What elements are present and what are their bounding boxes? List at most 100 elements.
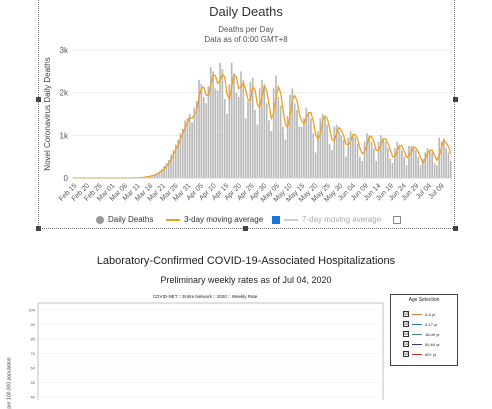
legend-item-daily-deaths[interactable]: Daily Deaths — [96, 215, 153, 224]
bar — [259, 88, 261, 178]
bar — [212, 71, 214, 178]
y-axis-label: Novel Coronavirus Daily Deaths — [43, 57, 52, 170]
bar — [436, 165, 438, 178]
bar — [378, 142, 380, 178]
bar — [392, 163, 394, 178]
bar — [431, 152, 433, 178]
bar — [191, 123, 193, 178]
bar — [238, 97, 240, 178]
bar — [308, 112, 310, 178]
series-line-icon — [412, 354, 422, 355]
bar — [266, 103, 268, 178]
age-option-18-49[interactable]: ☑ 18-49 yr — [403, 331, 440, 337]
checkbox-icon[interactable]: ☑ — [403, 341, 409, 347]
bar — [408, 146, 410, 178]
bar — [324, 116, 326, 178]
bar — [231, 63, 233, 178]
bar — [247, 101, 249, 178]
bar — [396, 142, 398, 178]
bar — [271, 131, 273, 178]
bar — [333, 127, 335, 178]
age-option-5-17[interactable]: ☑ 5-17 yr — [403, 321, 437, 327]
age-option-65plus[interactable]: ☑ 65+ yr — [403, 351, 436, 357]
hosp-y-tick-label: 40 — [31, 395, 36, 400]
legend-label-3day: 3-day moving average — [184, 215, 263, 224]
checkbox-icon[interactable]: ☑ — [403, 351, 409, 357]
bar — [448, 152, 450, 178]
legend-dot-icon — [96, 216, 104, 224]
bar — [385, 142, 387, 178]
bar — [301, 127, 303, 178]
bar — [361, 161, 363, 178]
bar — [394, 148, 396, 178]
y-tick-label: 1k — [60, 131, 69, 140]
bar — [222, 69, 224, 178]
bar — [340, 135, 342, 178]
legend-item-7day[interactable]: 7-day moving average — [272, 215, 401, 224]
age-label: 18-49 yr — [425, 332, 440, 337]
bar — [338, 131, 340, 178]
bar — [189, 114, 191, 178]
bar — [429, 150, 431, 178]
bar — [273, 88, 275, 178]
bar — [215, 88, 217, 178]
bar — [205, 103, 207, 178]
bar — [364, 142, 366, 178]
bar — [298, 127, 300, 178]
bar — [345, 157, 347, 178]
bar — [387, 148, 389, 178]
hospitalization-chart-title: COVID-NET :: Entire Network :: 2020 :: W… — [0, 294, 410, 299]
hosp-y-tick-label: 50 — [31, 380, 36, 385]
legend-item-3day[interactable]: 3-day moving average — [166, 215, 263, 224]
bar — [264, 88, 266, 178]
legend-label-daily: Daily Deaths — [108, 215, 153, 224]
bar — [366, 133, 368, 178]
legend-line-icon — [166, 219, 180, 221]
bar — [359, 157, 361, 178]
bar — [217, 91, 219, 178]
bar — [450, 161, 452, 178]
bar — [401, 150, 403, 178]
bar — [233, 76, 235, 178]
bar — [445, 148, 447, 178]
bar — [236, 93, 238, 178]
checkbox-icon[interactable]: ☑ — [403, 331, 409, 337]
checkbox-icon[interactable]: ☑ — [403, 311, 409, 317]
hosp-y-tick-label: 60 — [31, 366, 36, 371]
age-option-50-64[interactable]: ☑ 50-64 yr — [403, 341, 440, 347]
age-selection-title: Age Selection — [391, 297, 457, 303]
series-line-icon — [412, 334, 422, 335]
hosp-y-tick-label: 80 — [31, 337, 36, 342]
bar — [254, 110, 256, 178]
bar — [443, 140, 445, 178]
bar — [224, 99, 226, 178]
bar — [284, 140, 286, 178]
bar — [310, 118, 312, 178]
bar — [389, 159, 391, 178]
checkbox-3day[interactable] — [272, 216, 280, 224]
series-line-icon — [412, 344, 422, 345]
bar — [312, 133, 314, 178]
age-selection-panel: Age Selection ☑ 0-4 yr ☑ 5-17 yr ☑ 18-49… — [390, 294, 458, 366]
bar — [245, 118, 247, 178]
bar — [331, 150, 333, 178]
bar — [257, 125, 259, 178]
series-line-icon — [412, 324, 422, 325]
bar — [303, 118, 305, 178]
bar — [406, 165, 408, 178]
bar — [403, 157, 405, 178]
bar — [352, 135, 354, 178]
age-label: 5-17 yr — [425, 322, 437, 327]
bar — [289, 95, 291, 178]
bar — [413, 148, 415, 178]
y-tick-label: 2k — [60, 89, 69, 98]
bar — [278, 97, 280, 178]
legend-line-icon — [284, 219, 298, 221]
bar — [268, 120, 270, 178]
checkbox-7day[interactable] — [393, 216, 401, 224]
bar — [275, 76, 277, 178]
age-option-0-4[interactable]: ☑ 0-4 yr — [403, 311, 435, 317]
age-label: 0-4 yr — [425, 312, 435, 317]
checkbox-icon[interactable]: ☑ — [403, 321, 409, 327]
